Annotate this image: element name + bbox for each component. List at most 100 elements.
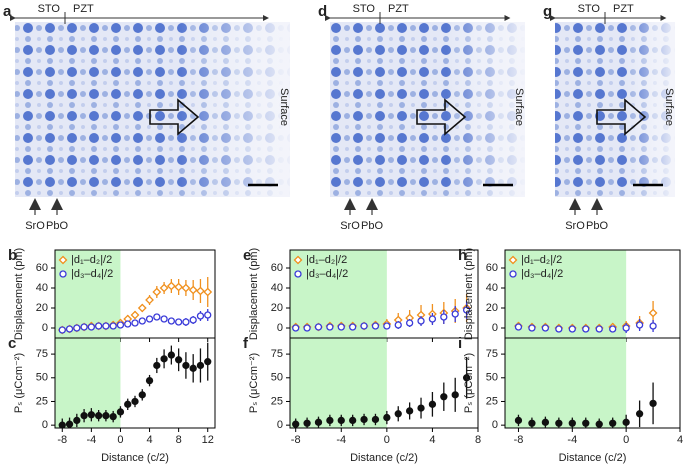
marker xyxy=(405,407,414,415)
atom-label: SrO xyxy=(340,220,360,232)
x-tick-label: -4 xyxy=(567,434,577,446)
marker xyxy=(528,419,536,427)
legend-marker xyxy=(294,270,302,278)
marker xyxy=(337,416,345,425)
marker xyxy=(182,361,190,370)
atom-label: PbO xyxy=(46,220,68,232)
x-tick-label: -8 xyxy=(291,434,301,446)
marker xyxy=(196,286,205,296)
plot-area xyxy=(291,294,472,332)
shaded-region xyxy=(55,338,121,428)
panel-label: i xyxy=(458,335,462,352)
marker xyxy=(138,317,146,325)
marker xyxy=(166,281,176,291)
marker xyxy=(124,320,132,328)
marker xyxy=(595,325,603,333)
y-tick-label: 0 xyxy=(492,419,498,431)
marker xyxy=(595,420,603,428)
marker xyxy=(622,418,630,426)
marker xyxy=(73,324,81,332)
panel-label: c xyxy=(8,335,16,352)
marker xyxy=(417,317,425,325)
plot-frame xyxy=(54,337,216,429)
marker xyxy=(181,283,191,293)
marker xyxy=(371,415,380,424)
marker xyxy=(65,325,74,333)
plot-area xyxy=(292,356,471,428)
marker xyxy=(360,415,368,424)
marker xyxy=(167,317,176,325)
atom-label: PbO xyxy=(586,220,608,232)
marker xyxy=(428,315,437,323)
marker xyxy=(326,416,334,425)
marker xyxy=(440,313,448,321)
marker xyxy=(138,391,146,399)
marker xyxy=(541,324,550,332)
marker xyxy=(394,410,402,418)
y-tick-label: 20 xyxy=(271,302,283,314)
y-tick-label: 20 xyxy=(36,302,48,314)
marker xyxy=(152,287,162,297)
marker xyxy=(440,393,448,401)
marker xyxy=(174,356,183,364)
direction-arrow xyxy=(149,98,200,136)
y-axis-label: Pₛ (μCcm⁻²) xyxy=(463,353,475,413)
marker xyxy=(383,322,391,330)
x-tick-label: 8 xyxy=(475,434,481,446)
legend-marker xyxy=(293,255,303,265)
plot-area xyxy=(57,277,213,335)
sto-label: STO xyxy=(578,3,601,15)
marker xyxy=(514,323,523,331)
sto-label: STO xyxy=(353,3,376,15)
marker xyxy=(131,397,139,406)
marker xyxy=(145,376,154,385)
legend-label: |d₃–d₄|/2 xyxy=(71,268,113,280)
x-tick-label: -8 xyxy=(57,434,67,446)
marker xyxy=(145,315,154,323)
marker xyxy=(303,324,311,332)
y-tick-label: 25 xyxy=(486,395,498,407)
plot-frame xyxy=(289,337,479,429)
y-tick-label: 60 xyxy=(486,262,498,274)
x-axis-label: Distance (c/2) xyxy=(350,452,418,464)
marker xyxy=(130,310,140,320)
y-tick-label: 50 xyxy=(486,372,498,384)
marker xyxy=(568,419,576,427)
marker xyxy=(174,318,183,326)
marker xyxy=(514,416,523,425)
x-tick-label: 4 xyxy=(146,434,152,446)
marker xyxy=(160,355,168,363)
y-tick-label: 60 xyxy=(271,262,283,274)
y-tick-label: 40 xyxy=(36,282,48,294)
x-tick-label: 8 xyxy=(176,434,182,446)
marker xyxy=(292,324,300,332)
marker xyxy=(428,400,437,408)
marker xyxy=(649,322,657,330)
marker xyxy=(102,412,110,420)
shaded-region xyxy=(505,338,627,428)
shaded-region xyxy=(55,250,121,338)
marker xyxy=(555,325,563,333)
y-tick-label: 50 xyxy=(271,372,283,384)
legend-marker xyxy=(508,255,518,265)
direction-arrow xyxy=(596,98,647,136)
x-tick-label: -4 xyxy=(336,434,346,446)
plot-area xyxy=(514,382,657,428)
plot-area xyxy=(58,342,212,428)
plot-frame xyxy=(504,337,681,429)
y-tick-label: 25 xyxy=(36,395,48,407)
marker xyxy=(609,419,617,427)
marker xyxy=(80,412,88,420)
x-tick-label: 0 xyxy=(384,434,390,446)
y-tick-label: 50 xyxy=(36,372,48,384)
legend-label: |d₃–d₄|/2 xyxy=(521,268,563,280)
marker xyxy=(204,358,212,366)
y-axis-label: Pₛ (μCcm⁻²) xyxy=(13,353,25,413)
legend-label: |d₁–d₂|/2 xyxy=(71,254,112,266)
panel-label: a xyxy=(3,3,12,20)
marker xyxy=(326,323,334,331)
marker xyxy=(189,364,197,372)
shaded-region xyxy=(290,338,387,428)
legend-label: |d₃–d₄|/2 xyxy=(306,268,348,280)
marker xyxy=(541,418,550,426)
